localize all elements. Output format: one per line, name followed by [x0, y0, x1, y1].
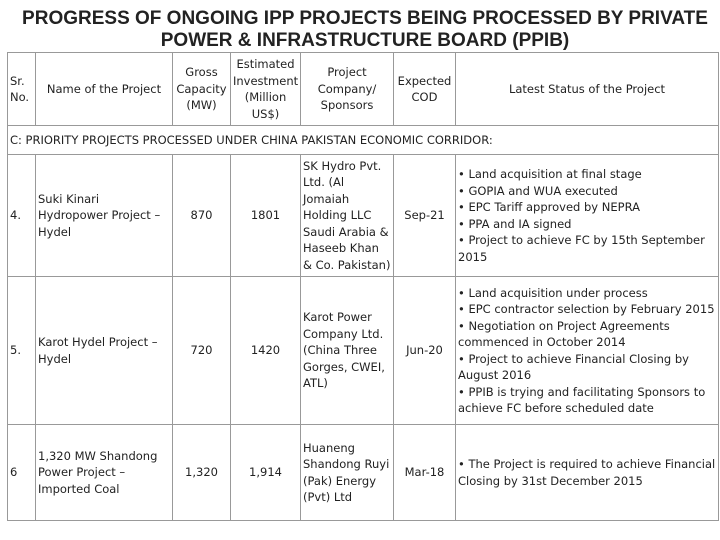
header-cell: Gross Capacity (MW): [172, 52, 231, 126]
title: PROGRESS OF ONGOING IPP PROJECTS BEING P…: [22, 8, 708, 51]
status-item: Project to achieve Financial Closing by …: [458, 351, 716, 384]
cell: 4.: [7, 154, 36, 277]
row: 5. Karot Hydel Project – Hydel 720 1420 …: [7, 276, 719, 425]
status-item: GOPIA and WUA executed: [458, 183, 716, 200]
status-item: EPC Tariff approved by NEPRA: [458, 199, 716, 216]
cell: Huaneng Shandong Ruyi (Pak) Energy (Pvt)…: [300, 424, 394, 521]
cell: 1801: [230, 154, 301, 277]
cell: 1,320 MW Shandong Power Project – Import…: [35, 424, 173, 521]
cell: 720: [172, 276, 231, 425]
header-cell: Name of the Project: [35, 52, 173, 126]
header-cell: Expected COD: [393, 52, 456, 126]
cell: 870: [172, 154, 231, 277]
header-row: Sr. No. Name of the Project Gross Capaci…: [7, 52, 719, 126]
cell: SK Hydro Pvt. Ltd. (Al Jomaiah Holding L…: [300, 154, 394, 277]
status-item: The Project is required to achieve Finan…: [458, 456, 716, 489]
status-item: EPC contractor selection by February 201…: [458, 301, 716, 318]
status-item: Land acquisition under process: [458, 285, 716, 302]
row: 6 1,320 MW Shandong Power Project – Impo…: [7, 424, 719, 521]
status-item: Land acquisition at final stage: [458, 166, 716, 183]
header-cell: Project Company/ Sponsors: [300, 52, 394, 126]
status-cell: Land acquisition at final stage GOPIA an…: [455, 154, 719, 277]
status-item: Project to achieve FC by 15th September …: [458, 232, 716, 265]
cell: Suki Kinari Hydropower Project – Hydel: [35, 154, 173, 277]
cell: 1,320: [172, 424, 231, 521]
status-cell: The Project is required to achieve Finan…: [455, 424, 719, 521]
cell: 1420: [230, 276, 301, 425]
status-item: PPIB is trying and facilitating Sponsors…: [458, 384, 716, 417]
projects-table: Sr. No. Name of the Project Gross Capaci…: [7, 52, 719, 521]
cell: 5.: [7, 276, 36, 425]
row: 4. Suki Kinari Hydropower Project – Hyde…: [7, 154, 719, 277]
cell: Karot Hydel Project – Hydel: [35, 276, 173, 425]
status-item: PPA and IA signed: [458, 216, 716, 233]
cell: Karot Power Company Ltd. (China Three Go…: [300, 276, 394, 425]
cell: 1,914: [230, 424, 301, 521]
cell: 6: [7, 424, 36, 521]
cell: Mar-18: [393, 424, 456, 521]
header-cell: Sr. No.: [7, 52, 36, 126]
header-cell: Estimated Investment (Million US$): [230, 52, 301, 126]
section-title: C: PRIORITY PROJECTS PROCESSED UNDER CHI…: [7, 125, 719, 155]
status-cell: Land acquisition under process EPC contr…: [455, 276, 719, 425]
cell: Jun-20: [393, 276, 456, 425]
cell: Sep-21: [393, 154, 456, 277]
header-cell: Latest Status of the Project: [455, 52, 719, 126]
status-item: Negotiation on Project Agreements commen…: [458, 318, 716, 351]
section-row: C: PRIORITY PROJECTS PROCESSED UNDER CHI…: [7, 125, 719, 155]
